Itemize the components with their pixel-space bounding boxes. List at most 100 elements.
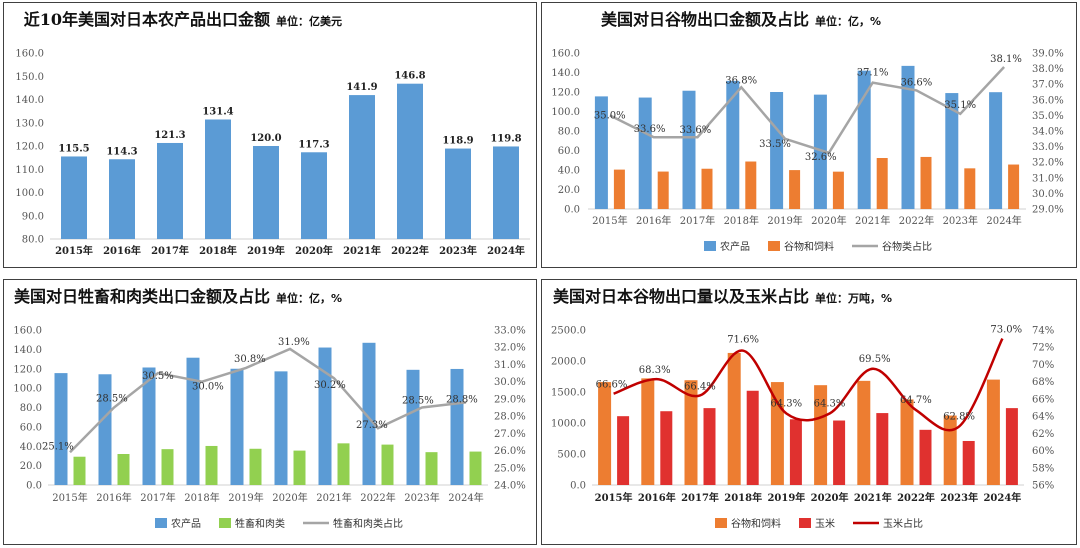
chart-panel-grain-volume: 美国对日本谷物出口量以及玉米占比 单位：万吨，% 0.0 500.0 1000.0 150… xyxy=(541,279,1077,545)
line-data-label: 28.5% xyxy=(402,396,434,407)
y-tick-label: 2500.0 xyxy=(551,326,586,337)
line-data-label: 33.6% xyxy=(634,124,666,135)
legend-item: 谷物和饲料 xyxy=(731,517,781,530)
bar-谷物和饲料-2023年 xyxy=(943,415,957,485)
bar-玉米-2019年 xyxy=(789,419,802,485)
legend-swatch xyxy=(155,518,167,528)
line-data-label: 35.1% xyxy=(944,100,976,111)
y2-tick-label: 70% xyxy=(1032,360,1054,371)
bar-农产品-2018年 xyxy=(726,80,740,209)
bar-农产品-2016年 xyxy=(98,374,112,485)
y-tick-label: 2000.0 xyxy=(551,357,586,368)
x-tick-label: 2024年 xyxy=(983,491,1021,504)
bar-谷物和饲料-2015年 xyxy=(598,382,612,485)
bar-牲畜和肉类-2015年 xyxy=(73,456,86,485)
x-tick-label: 2024年 xyxy=(487,244,525,257)
bar-农产品-2024年 xyxy=(989,92,1003,209)
chart-unit: 单位：亿美元 xyxy=(276,14,342,28)
y-tick-label: 160.0 xyxy=(13,326,42,337)
y-tick-label: 80.0 xyxy=(22,235,44,246)
bar-谷物和饲料-2019年 xyxy=(770,382,784,485)
data-label: 131.4 xyxy=(202,106,233,117)
x-tick-label: 2017年 xyxy=(680,214,715,227)
bar-牲畜和肉类-2017年 xyxy=(161,449,174,485)
y-tick-label: 1500.0 xyxy=(551,388,586,399)
bar-农产品-2019年 xyxy=(770,92,784,209)
y-tick-label: 40.0 xyxy=(558,166,580,177)
bar-value-2022年 xyxy=(397,83,423,239)
data-label: 114.3 xyxy=(106,146,137,157)
y-tick-label: 100.0 xyxy=(551,107,580,118)
legend-item: 农产品 xyxy=(720,240,750,253)
chart-panel-grain-exports: 美国对日谷物出口金额及占比 单位：亿，% 0.0 20.0 40.0 60.0 80.0 10… xyxy=(541,2,1077,268)
bar-谷物和饲料-2020年 xyxy=(832,171,844,209)
line-data-label: 36.6% xyxy=(901,77,933,88)
y-tick-label: 60.0 xyxy=(558,146,580,157)
legend-item: 玉米占比 xyxy=(883,517,923,530)
legend-swatch xyxy=(704,241,716,251)
y2-tick-label: 28.0% xyxy=(494,412,526,423)
line-data-label: 62.8% xyxy=(943,411,975,422)
bar-玉米-2020年 xyxy=(833,420,846,485)
line-谷物类占比 xyxy=(609,66,1006,155)
x-tick-label: 2019年 xyxy=(247,244,285,257)
line-data-label: 25.1% xyxy=(42,441,74,452)
bar-谷物和饲料-2021年 xyxy=(876,158,888,209)
bar-农产品-2021年 xyxy=(857,70,871,210)
bar-谷物和饲料-2017年 xyxy=(684,380,698,485)
y2-tick-label: 56% xyxy=(1032,481,1054,492)
x-tick-label: 2023年 xyxy=(404,491,439,504)
x-tick-label: 2017年 xyxy=(140,491,175,504)
y-tick-label: 0.0 xyxy=(564,205,580,216)
chart-unit: 单位：亿，% xyxy=(815,14,881,28)
x-tick-label: 2020年 xyxy=(272,491,307,504)
bar-牲畜和肉类-2019年 xyxy=(249,448,262,485)
bar-谷物和饲料-2018年 xyxy=(745,161,757,209)
y-tick-label: 120.0 xyxy=(15,142,44,153)
chart-title: 近10年美国对日本农产品出口金额 xyxy=(24,10,270,29)
line-data-label: 27.3% xyxy=(356,420,388,431)
y2-tick-label: 68% xyxy=(1032,377,1054,388)
line-data-label: 33.5% xyxy=(759,139,791,150)
y2-tick-label: 35.0% xyxy=(1032,111,1064,122)
y2-tick-label: 64% xyxy=(1032,412,1054,423)
line-data-label: 71.6% xyxy=(727,335,759,346)
y2-tick-label: 30.0% xyxy=(494,377,526,388)
y2-tick-label: 30.0% xyxy=(1032,189,1064,200)
y2-tick-label: 36.0% xyxy=(1032,95,1064,106)
y2-tick-label: 24.0% xyxy=(494,481,526,492)
x-tick-label: 2015年 xyxy=(595,491,633,504)
bar-谷物和饲料-2023年 xyxy=(964,168,976,209)
bar-农产品-2023年 xyxy=(945,93,959,209)
y2-tick-label: 74% xyxy=(1032,326,1054,337)
legend-swatch xyxy=(219,518,231,528)
data-label: 141.9 xyxy=(346,82,377,93)
line-data-label: 30.5% xyxy=(142,371,174,382)
y2-tick-label: 29.0% xyxy=(494,394,526,405)
y2-tick-label: 66% xyxy=(1032,394,1054,405)
bar-牲畜和肉类-2021年 xyxy=(337,443,350,485)
data-label: 121.3 xyxy=(154,130,185,141)
y-tick-label: 60.0 xyxy=(20,422,42,433)
y2-tick-label: 33.0% xyxy=(494,326,526,337)
chart-grain-volume: 美国对日本谷物出口量以及玉米占比 单位：万吨，% 0.0 500.0 1000.0 150… xyxy=(551,287,1054,530)
y2-tick-label: 72% xyxy=(1032,343,1054,354)
x-tick-label: 2015年 xyxy=(52,491,87,504)
x-tick-label: 2015年 xyxy=(55,244,93,257)
bar-谷物和饲料-2024年 xyxy=(1008,164,1020,209)
y-tick-label: 150.0 xyxy=(15,72,44,83)
chart-unit: 单位：万吨，% xyxy=(815,291,892,305)
line-data-label: 64.3% xyxy=(770,399,802,410)
bar-农产品-2015年 xyxy=(594,96,608,209)
bar-value-2021年 xyxy=(349,95,375,240)
bar-农产品-2015年 xyxy=(54,373,68,485)
x-tick-label: 2023年 xyxy=(943,214,978,227)
bar-农产品-2022年 xyxy=(362,342,376,485)
y-tick-label: 110.0 xyxy=(15,165,44,176)
line-玉米占比 xyxy=(613,338,1004,432)
legend-item: 玉米 xyxy=(815,517,835,530)
bar-牲畜和肉类-2018年 xyxy=(205,445,218,485)
y2-tick-label: 38.0% xyxy=(1032,64,1064,75)
x-tick-label: 2019年 xyxy=(228,491,263,504)
y-tick-label: 120.0 xyxy=(13,364,42,375)
